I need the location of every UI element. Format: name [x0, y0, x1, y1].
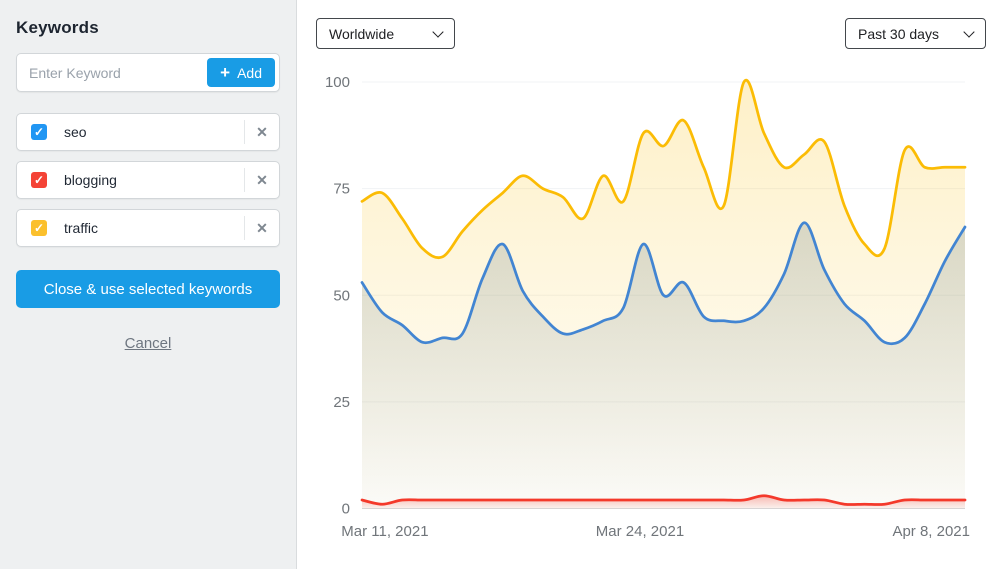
- plus-icon: +: [220, 62, 231, 82]
- region-select[interactable]: Worldwide: [316, 18, 455, 49]
- keyword-item: ✓ blogging ✕: [16, 161, 280, 199]
- keyword-input-row: + Add: [16, 53, 280, 92]
- trends-panel: 0 25 50 75 100 Mar 11, 2021 Mar 24, 2021 Apr 8,…: [297, 0, 1000, 569]
- keyword-input[interactable]: [17, 64, 208, 81]
- cancel-link[interactable]: Cancel: [124, 335, 172, 352]
- keyword-item: ✓ seo ✕: [16, 113, 280, 151]
- keyword-label: traffic: [64, 220, 98, 236]
- series-area-blogging: [362, 495, 965, 509]
- x-axis-label: Mar 24, 2021: [596, 523, 684, 540]
- chevron-down-icon: [432, 26, 444, 38]
- keyword-label: seo: [64, 124, 87, 140]
- series-line-seo: [360, 221, 967, 346]
- series-area-seo: [362, 222, 965, 509]
- add-button-label: Add: [237, 64, 262, 81]
- date-range-select[interactable]: Past 30 days: [845, 18, 986, 49]
- x-axis-label: Apr 8, 2021: [892, 523, 970, 540]
- x-axis-label: Mar 11, 2021: [341, 523, 428, 540]
- series-line-traffic: [360, 78, 967, 260]
- remove-keyword-button[interactable]: ✕: [245, 210, 279, 246]
- y-axis-label: 75: [333, 181, 350, 198]
- divider: [244, 120, 245, 144]
- y-axis-label: 50: [333, 287, 350, 304]
- date-range-select-value: Past 30 days: [858, 25, 939, 42]
- divider: [244, 168, 245, 192]
- keyword-checkbox[interactable]: ✓: [31, 124, 47, 140]
- keyword-label: blogging: [64, 172, 117, 188]
- keyword-checkbox[interactable]: ✓: [31, 172, 47, 188]
- remove-keyword-button[interactable]: ✕: [245, 114, 279, 150]
- series-line-blogging: [360, 494, 967, 506]
- remove-keyword-button[interactable]: ✕: [245, 162, 279, 198]
- region-select-value: Worldwide: [329, 25, 395, 42]
- keyword-checkbox[interactable]: ✓: [31, 220, 47, 236]
- divider: [244, 216, 245, 240]
- y-axis-label: 100: [325, 74, 350, 91]
- add-keyword-button[interactable]: + Add: [207, 58, 275, 87]
- y-axis-label: 0: [342, 501, 350, 518]
- keywords-sidebar: Keywords + Add ✓seo✕✓blogging✕✓traffic✕ …: [0, 0, 297, 569]
- keyword-item: ✓ traffic ✕: [16, 209, 280, 247]
- close-use-keywords-button[interactable]: Close & use selected keywords: [16, 270, 280, 308]
- keyword-list: ✓ seo ✕ ✓ blogging ✕ ✓ traffic ✕: [16, 113, 280, 247]
- trends-chart: 0 25 50 75 100 Mar 11, 2021 Mar 24, 2021 Apr 8,…: [325, 74, 970, 540]
- chevron-down-icon: [963, 26, 975, 38]
- y-axis-label: 25: [333, 394, 350, 411]
- sidebar-title: Keywords: [16, 18, 99, 37]
